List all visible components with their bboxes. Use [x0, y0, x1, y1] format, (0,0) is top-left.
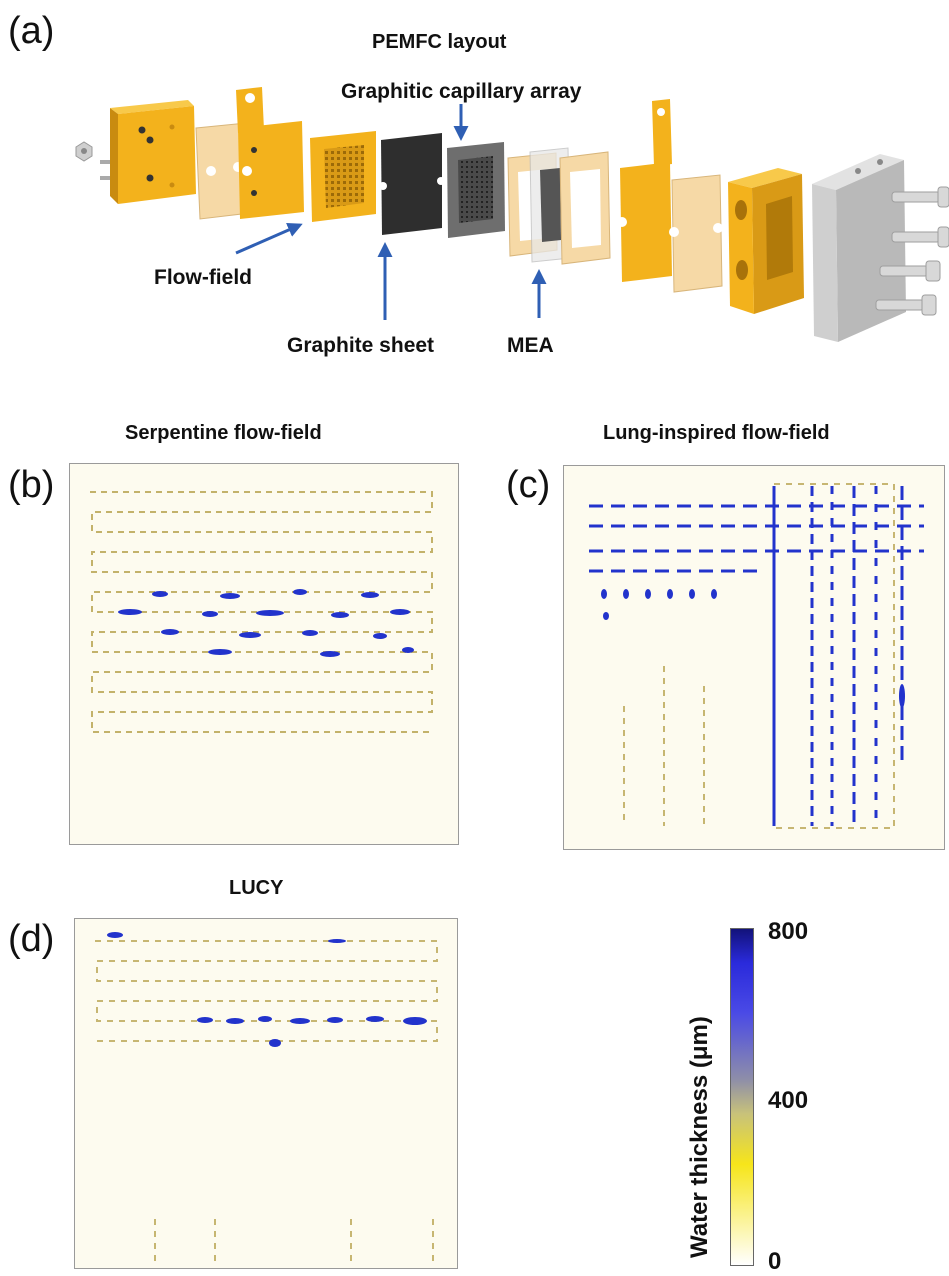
nut-left	[75, 141, 93, 162]
gasket-2	[669, 174, 723, 293]
panel-c-label: (c)	[506, 464, 551, 506]
colorbar-tick-0: 0	[768, 1248, 782, 1275]
callout-flow-field: Flow-field	[154, 266, 252, 289]
lucy-water-map	[74, 918, 458, 1269]
lung-inspired-water-map	[563, 465, 945, 850]
panel-a-title: PEMFC layout	[372, 31, 507, 53]
panel-b-title: Serpentine flow-field	[125, 422, 322, 444]
current-collector-2	[617, 99, 672, 282]
panel-a-label: (a)	[8, 10, 55, 52]
steel-clamp-plate	[812, 154, 906, 342]
callout-graphite-sheet: Graphite sheet	[287, 334, 435, 357]
colorbar-tick-800: 800	[768, 918, 809, 945]
graphite-sheet	[379, 133, 445, 235]
mea-stack	[507, 147, 611, 265]
colorbar-tick-400: 400	[768, 1087, 809, 1114]
colorbar-title: Water thickness (μm)	[686, 1016, 713, 1258]
panel-c-title: Lung-inspired flow-field	[603, 422, 830, 444]
end-plate-left	[110, 100, 196, 204]
panel-d-label: (d)	[8, 918, 55, 960]
capillary-array	[447, 142, 505, 238]
serpentine-water-map	[69, 463, 459, 845]
bolts	[875, 186, 949, 316]
callout-capillary-array: Graphitic capillary array	[341, 80, 582, 103]
arrow-flow-field	[235, 222, 303, 255]
colorbar	[730, 928, 754, 1266]
current-collector-1	[236, 87, 304, 219]
panel-d-title: LUCY	[229, 877, 284, 899]
panel-b-label: (b)	[8, 464, 55, 506]
end-plate-right	[728, 168, 804, 314]
flow-field-plate	[310, 131, 376, 222]
callout-mea: MEA	[507, 334, 554, 357]
pemfc-exploded-diagram	[75, 87, 949, 342]
